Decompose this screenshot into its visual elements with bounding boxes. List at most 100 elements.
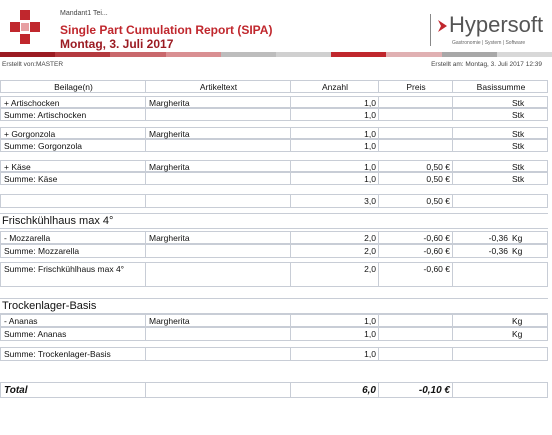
header-row: Beilage(n) Artikeltext Anzahl Preis Basissum… bbox=[0, 80, 548, 93]
col-sep bbox=[378, 81, 379, 92]
section-title: Trockenlager-Basis bbox=[0, 298, 548, 314]
col-sep bbox=[290, 383, 291, 397]
report-title: Single Part Cumulation Report (SIPA) bbox=[60, 23, 273, 37]
col-sep bbox=[378, 348, 379, 360]
table-cell: 1,0 bbox=[364, 129, 376, 139]
col-sep bbox=[378, 173, 379, 184]
col-sep bbox=[452, 348, 453, 360]
logo-chevron bbox=[438, 20, 447, 32]
table-cell: + Gorgonzola bbox=[4, 129, 56, 139]
column-header: Preis bbox=[406, 82, 426, 92]
table-cell: 1,0 bbox=[364, 110, 376, 120]
col-sep bbox=[452, 383, 453, 397]
table-cell: Stk bbox=[512, 141, 525, 151]
table-cell: Stk bbox=[512, 174, 525, 184]
table-cell: Summe: Frischkühlhaus max 4° bbox=[4, 264, 125, 274]
col-sep bbox=[378, 245, 379, 257]
col-sep bbox=[452, 245, 453, 257]
table-cell: - Ananas bbox=[4, 316, 38, 326]
table-cell: -0,60 € bbox=[423, 264, 450, 274]
table-cell: Stk bbox=[512, 162, 525, 172]
col-sep bbox=[452, 195, 453, 207]
col-sep bbox=[145, 161, 146, 171]
col-sep bbox=[378, 109, 379, 120]
mandant: Mandant1 Tei... bbox=[60, 10, 108, 17]
table-cell: Margherita bbox=[149, 233, 190, 243]
col-sep bbox=[290, 128, 291, 138]
table-cell: -0,60 € bbox=[423, 246, 450, 256]
table-cell: -0,36 bbox=[488, 246, 508, 256]
col-sep bbox=[145, 97, 146, 107]
table-cell: Margherita bbox=[149, 129, 190, 139]
table-cell: -0,36 bbox=[488, 233, 508, 243]
logo-divider bbox=[430, 14, 431, 46]
table-cell: -0,10 € bbox=[418, 385, 450, 396]
col-sep bbox=[378, 128, 379, 138]
col-sep bbox=[145, 109, 146, 120]
col-sep bbox=[290, 245, 291, 257]
table-cell: 3,0 bbox=[364, 196, 376, 206]
table-cell: 1,0 bbox=[364, 349, 376, 359]
col-sep bbox=[145, 195, 146, 207]
col-sep bbox=[145, 315, 146, 326]
table-cell: 2,0 bbox=[364, 264, 376, 274]
col-sep bbox=[378, 161, 379, 171]
table-row: Summe: Mozzarella 2,0 -0,60 € -0,36 Kg bbox=[0, 244, 548, 258]
col-sep bbox=[378, 328, 379, 340]
table-cell: 2,0 bbox=[364, 233, 376, 243]
table-cell: Stk bbox=[512, 129, 525, 139]
table-row: Summe: Artischocken 1,0 Stk bbox=[0, 108, 548, 121]
col-sep bbox=[378, 383, 379, 397]
col-sep bbox=[290, 348, 291, 360]
table-row: 3,0 0,50 € bbox=[0, 194, 548, 208]
col-sep bbox=[452, 263, 453, 286]
col-sep bbox=[378, 97, 379, 107]
col-sep bbox=[145, 173, 146, 184]
table-cell: Summe: Trockenlager-Basis bbox=[4, 349, 111, 359]
table-cell: Stk bbox=[512, 98, 525, 108]
col-sep bbox=[452, 128, 453, 138]
col-sep bbox=[452, 315, 453, 326]
table-row: + Gorgonzola Margherita 1,0 Stk bbox=[0, 127, 548, 139]
table-row: Summe: Käse 1,0 0,50 € Stk bbox=[0, 172, 548, 185]
table-cell: Margherita bbox=[149, 316, 190, 326]
column-header: Basissumme bbox=[476, 82, 526, 92]
table-cell: Summe: Gorgonzola bbox=[4, 141, 82, 151]
col-sep bbox=[290, 81, 291, 92]
col-sep bbox=[290, 232, 291, 243]
table-cell: 1,0 bbox=[364, 98, 376, 108]
table-cell: 0,50 € bbox=[426, 174, 450, 184]
created-at: Erstellt am: Montag, 3. Juli 2017 12:39 bbox=[431, 61, 542, 68]
col-sep bbox=[145, 263, 146, 286]
logo-tagline: Gastronomie | System | Software bbox=[452, 40, 526, 46]
table-row: + Artischocken Margherita 1,0 Stk bbox=[0, 96, 548, 108]
table-row: + Käse Margherita 1,0 0,50 € Stk bbox=[0, 160, 548, 172]
col-sep bbox=[290, 328, 291, 340]
column-header: Artikeltext bbox=[199, 82, 238, 92]
table-cell: Margherita bbox=[149, 162, 190, 172]
table-row: - Ananas Margherita 1,0 Kg bbox=[0, 314, 548, 327]
table-row: Summe: Ananas 1,0 Kg bbox=[0, 327, 548, 341]
table-cell: 1,0 bbox=[364, 141, 376, 151]
col-sep bbox=[145, 140, 146, 151]
col-sep bbox=[452, 328, 453, 340]
col-sep bbox=[452, 232, 453, 243]
column-header: Anzahl bbox=[322, 82, 348, 92]
table-cell: 6,0 bbox=[362, 385, 376, 396]
table-cell: 1,0 bbox=[364, 174, 376, 184]
table-row: - Mozzarella Margherita 2,0 -0,60 € -0,36 Kg bbox=[0, 231, 548, 244]
col-sep bbox=[145, 128, 146, 138]
table-cell: Stk bbox=[512, 110, 525, 120]
table-row: Summe: Gorgonzola 1,0 Stk bbox=[0, 139, 548, 152]
table-cell: 1,0 bbox=[364, 162, 376, 172]
section-title: Frischkühlhaus max 4° bbox=[0, 213, 548, 229]
table-cell: Summe: Käse bbox=[4, 174, 58, 184]
col-sep bbox=[452, 173, 453, 184]
col-sep bbox=[145, 245, 146, 257]
col-sep bbox=[290, 97, 291, 107]
col-sep bbox=[290, 140, 291, 151]
table-cell: 1,0 bbox=[364, 329, 376, 339]
total-row: Total 6,0 -0,10 € bbox=[0, 382, 548, 398]
table-cell: Total bbox=[4, 385, 28, 396]
